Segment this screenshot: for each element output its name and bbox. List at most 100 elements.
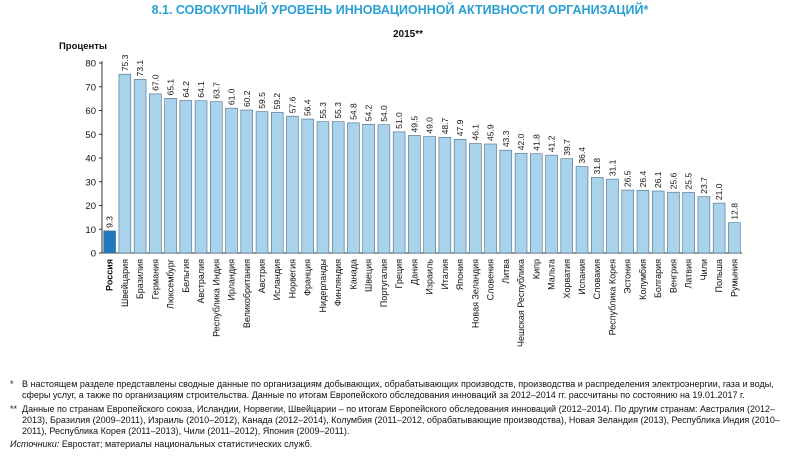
category-label: Хорватия bbox=[562, 259, 572, 299]
bar bbox=[606, 178, 619, 254]
bar bbox=[636, 190, 650, 254]
bar bbox=[377, 124, 391, 254]
bar bbox=[408, 135, 421, 254]
value-label: 51.0 bbox=[394, 112, 404, 129]
value-label: 25.6 bbox=[668, 172, 678, 189]
footnote-mark: ** bbox=[10, 403, 18, 414]
value-label: 55.3 bbox=[318, 102, 328, 119]
value-label: 47.9 bbox=[455, 119, 465, 136]
value-label: 59.2 bbox=[272, 93, 282, 110]
value-label: 31.1 bbox=[607, 159, 617, 176]
category-label: Бельгия bbox=[181, 259, 191, 293]
y-tick-label: 10 bbox=[85, 225, 96, 236]
y-tick-label: 80 bbox=[85, 59, 96, 70]
bar bbox=[423, 136, 436, 254]
category-label: Венгрия bbox=[668, 259, 678, 293]
bar bbox=[301, 118, 314, 254]
category-label: Финляндия bbox=[333, 259, 343, 306]
bar bbox=[362, 123, 375, 254]
value-label: 64.1 bbox=[196, 81, 206, 98]
value-label: 54.8 bbox=[348, 103, 358, 120]
y-tick-label: 20 bbox=[85, 201, 96, 212]
sources-text: Евростат; материалы национальных статист… bbox=[59, 439, 313, 450]
category-labels: Россия Швейцария Бразилия Германия Люксембур… bbox=[105, 258, 740, 347]
category-label: Латвия bbox=[684, 259, 694, 289]
category-label: Норвегия bbox=[287, 259, 297, 299]
value-label: 49.5 bbox=[409, 116, 419, 133]
bar bbox=[453, 138, 467, 254]
bar bbox=[728, 222, 741, 254]
bar bbox=[469, 143, 482, 254]
value-label: 9.3 bbox=[105, 216, 115, 228]
category-label: Испания bbox=[577, 259, 587, 295]
value-label: 60.2 bbox=[242, 90, 252, 107]
value-label: 63.7 bbox=[211, 82, 221, 99]
value-label: 31.8 bbox=[592, 158, 602, 175]
value-label: 49.0 bbox=[425, 117, 435, 134]
value-label: 48.7 bbox=[440, 118, 450, 135]
y-tick-label: 30 bbox=[85, 177, 96, 188]
category-label: Греция bbox=[394, 259, 404, 289]
figure-title: 8.1. СОВОКУПНЫЙ УРОВЕНЬ ИННОВАЦИОННОЙ АК… bbox=[151, 3, 649, 17]
category-label: Великобритания bbox=[242, 259, 252, 328]
value-label: 26.1 bbox=[653, 171, 663, 188]
category-label: Эстония bbox=[623, 259, 633, 294]
value-label: 46.1 bbox=[470, 124, 480, 141]
bar bbox=[118, 73, 132, 254]
bar bbox=[347, 122, 360, 254]
bar bbox=[392, 131, 406, 254]
footnotes: * В настоящем разделе представлены сводн… bbox=[10, 379, 792, 451]
value-label: 23.7 bbox=[699, 177, 709, 194]
bar bbox=[621, 189, 634, 254]
category-label: Колумбия bbox=[638, 259, 648, 300]
value-label: 56.4 bbox=[303, 99, 313, 116]
category-label: Словакия bbox=[592, 259, 602, 300]
value-label: 41.2 bbox=[547, 135, 557, 152]
sources-label: Источники: bbox=[10, 439, 60, 450]
category-label: Республика Индия bbox=[211, 259, 221, 337]
value-label: 43.3 bbox=[501, 130, 511, 147]
value-label: 45.9 bbox=[486, 124, 496, 141]
category-label: Канада bbox=[348, 259, 358, 289]
footnote-mark: * bbox=[10, 379, 14, 389]
category-label: Нидерланды bbox=[318, 259, 328, 312]
chart-subtitle: 2015** bbox=[393, 29, 423, 40]
bar bbox=[133, 79, 147, 254]
value-label: 54.2 bbox=[364, 104, 374, 121]
bar bbox=[575, 166, 589, 254]
category-label: Германия bbox=[150, 259, 160, 299]
category-label: Румыния bbox=[729, 259, 739, 297]
sources-line: Источники: Евростат; материалы националь… bbox=[10, 439, 792, 450]
bar bbox=[682, 192, 695, 254]
bar bbox=[194, 100, 208, 254]
category-label: Польша bbox=[714, 259, 724, 292]
category-label: Исландия bbox=[272, 259, 282, 300]
value-label: 75.3 bbox=[120, 54, 130, 71]
category-label: Япония bbox=[455, 259, 465, 290]
footnote-text: Данные по странам Европейского союза, Ис… bbox=[22, 403, 780, 437]
axes: 0 10 20 30 40 50 60 70 80 bbox=[85, 59, 742, 260]
value-label: 64.2 bbox=[181, 81, 191, 98]
footnote: * В настоящем разделе представлены сводн… bbox=[10, 379, 792, 402]
bar bbox=[270, 112, 284, 254]
category-label: Ирландия bbox=[227, 259, 237, 301]
bar bbox=[103, 230, 116, 254]
value-label: 12.8 bbox=[729, 203, 739, 220]
value-label: 26.5 bbox=[623, 170, 633, 187]
bar bbox=[514, 152, 528, 254]
category-label: Чили bbox=[699, 259, 709, 280]
category-label: Италия bbox=[440, 259, 450, 290]
y-tick-label: 40 bbox=[85, 154, 96, 165]
y-tick-label: 70 bbox=[85, 82, 96, 93]
bar bbox=[590, 177, 604, 254]
bar bbox=[560, 158, 574, 254]
value-label: 41.8 bbox=[531, 134, 541, 151]
value-label: 54.0 bbox=[379, 105, 389, 122]
category-label: Кипр bbox=[531, 259, 541, 279]
bar bbox=[179, 100, 193, 254]
category-label: Чешская Республика bbox=[516, 259, 526, 347]
category-label: Дания bbox=[409, 259, 419, 285]
category-label: Израиль bbox=[425, 259, 435, 295]
y-axis-label: Проценты bbox=[59, 41, 107, 52]
bar bbox=[697, 196, 711, 254]
